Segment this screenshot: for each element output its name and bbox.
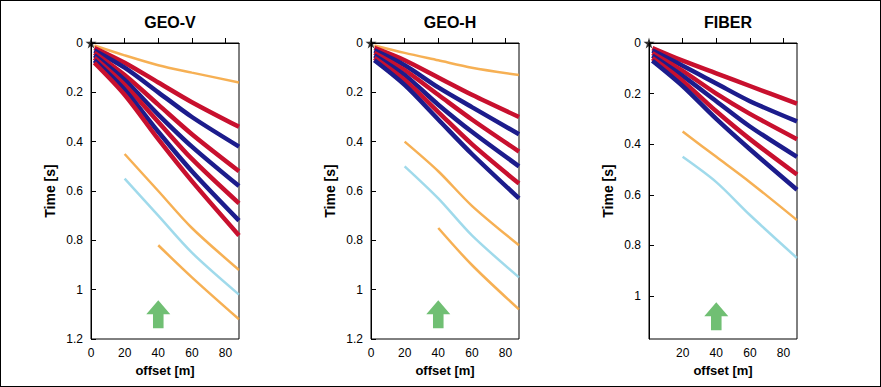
svg-text:0.6: 0.6 [66,184,83,198]
svg-text:0: 0 [634,36,641,50]
svg-text:Time [s]: Time [s] [42,164,58,217]
svg-text:0.8: 0.8 [346,233,363,247]
svg-text:60: 60 [743,346,757,360]
svg-text:0: 0 [368,346,375,360]
svg-text:Time [s]: Time [s] [600,164,616,217]
svg-text:0.2: 0.2 [66,85,83,99]
svg-text:1: 1 [634,289,641,303]
svg-text:0: 0 [88,346,95,360]
svg-text:1.2: 1.2 [66,332,83,346]
svg-text:20: 20 [118,346,132,360]
svg-text:0.4: 0.4 [346,135,363,149]
svg-text:0.8: 0.8 [66,233,83,247]
svg-text:80: 80 [219,346,233,360]
svg-text:offset [m]: offset [m] [415,363,474,378]
svg-text:0: 0 [356,36,363,50]
svg-text:1: 1 [356,283,363,297]
svg-text:1: 1 [76,283,83,297]
svg-text:20: 20 [676,346,690,360]
svg-text:80: 80 [499,346,513,360]
svg-text:GEO-V: GEO-V [144,14,196,31]
svg-text:0.4: 0.4 [624,137,641,151]
svg-text:60: 60 [185,346,199,360]
svg-text:40: 40 [152,346,166,360]
svg-text:40: 40 [432,346,446,360]
svg-text:0.6: 0.6 [624,188,641,202]
svg-text:20: 20 [398,346,412,360]
svg-text:80: 80 [777,346,791,360]
svg-text:offset [m]: offset [m] [135,363,194,378]
svg-text:GEO-H: GEO-H [424,14,476,31]
svg-text:0.4: 0.4 [66,135,83,149]
svg-text:0.2: 0.2 [346,85,363,99]
svg-text:0.2: 0.2 [624,87,641,101]
svg-text:60: 60 [465,346,479,360]
svg-text:40: 40 [710,346,724,360]
svg-text:Time [s]: Time [s] [322,164,338,217]
svg-text:offset [m]: offset [m] [693,363,752,378]
svg-text:0.8: 0.8 [624,238,641,252]
svg-text:0: 0 [76,36,83,50]
svg-text:FIBER: FIBER [704,14,752,31]
svg-text:1.2: 1.2 [346,332,363,346]
svg-text:0.6: 0.6 [346,184,363,198]
